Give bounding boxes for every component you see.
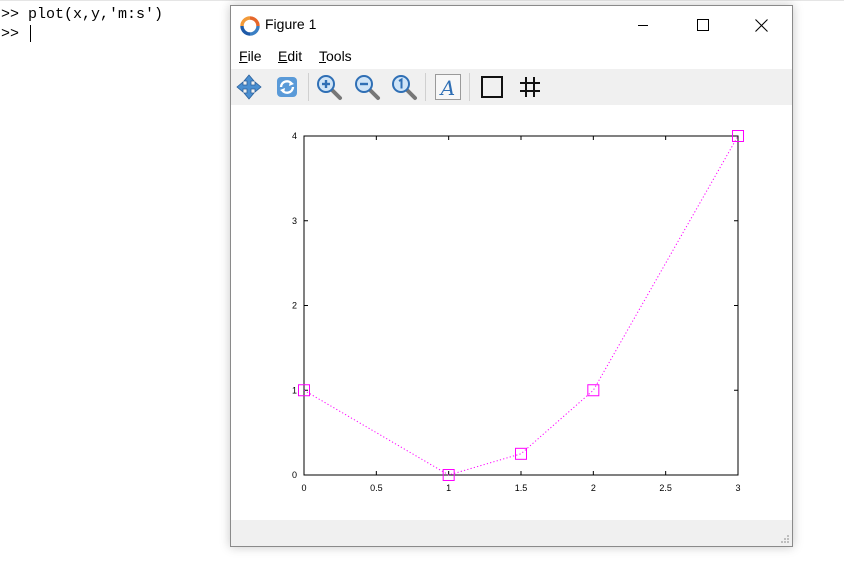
axes-box bbox=[303, 135, 739, 476]
y-tick-label: 4 bbox=[292, 131, 297, 141]
y-tick-label: 2 bbox=[292, 301, 297, 311]
title-bar[interactable]: Figure 1 bbox=[231, 6, 792, 44]
y-tick-label: 1 bbox=[292, 385, 297, 395]
plot-area[interactable]: 0 0.5 1 1.5 2 2.5 3 0 1 2 3 4 bbox=[231, 105, 792, 520]
y-tick-label: 3 bbox=[292, 216, 297, 226]
close-icon bbox=[754, 18, 768, 32]
zoom-in-button[interactable] bbox=[313, 71, 345, 103]
toolbar: A bbox=[231, 69, 792, 105]
pan-button[interactable] bbox=[233, 71, 265, 103]
maximize-button[interactable] bbox=[680, 6, 726, 44]
prompt: >> bbox=[1, 25, 29, 43]
menu-tools[interactable]: Tools bbox=[319, 48, 352, 64]
x-tick-label: 2.5 bbox=[659, 483, 672, 493]
command-prompt-line[interactable]: >> bbox=[1, 25, 32, 43]
figure-window[interactable]: Figure 1 File Edit Tools bbox=[230, 5, 793, 547]
resize-grip-icon[interactable] bbox=[780, 534, 790, 544]
axes-box-icon bbox=[481, 76, 503, 98]
rotate-button[interactable] bbox=[271, 71, 303, 103]
minimize-icon bbox=[638, 25, 648, 26]
text-cursor bbox=[30, 25, 32, 42]
top-border bbox=[0, 0, 844, 1]
x-tick-label: 0 bbox=[301, 483, 306, 493]
zoom-out-button[interactable] bbox=[351, 71, 383, 103]
x-tick-label: 1.5 bbox=[515, 483, 528, 493]
zoom-in-icon bbox=[317, 75, 342, 100]
octave-app-icon bbox=[240, 16, 260, 36]
axes-box-button[interactable] bbox=[476, 71, 508, 103]
status-bar bbox=[231, 520, 792, 546]
menu-bar: File Edit Tools bbox=[231, 46, 792, 68]
command-history-line: >> plot(x,y,'m:s') bbox=[1, 6, 164, 23]
minimize-button[interactable] bbox=[620, 6, 666, 44]
data-point-marker bbox=[587, 384, 600, 397]
menu-file[interactable]: File bbox=[239, 48, 262, 64]
zoom-out-icon bbox=[355, 75, 380, 100]
grid-icon bbox=[520, 77, 540, 97]
zoom-reset-icon bbox=[392, 75, 417, 100]
rotate-icon bbox=[277, 77, 297, 97]
maximize-icon bbox=[697, 19, 709, 31]
x-tick-label: 1 bbox=[446, 483, 451, 493]
figure-canvas[interactable]: 0 0.5 1 1.5 2 2.5 3 0 1 2 3 4 bbox=[231, 105, 792, 520]
menu-edit[interactable]: Edit bbox=[278, 48, 303, 64]
x-tick-label: 0.5 bbox=[370, 483, 383, 493]
toolbar-separator bbox=[425, 73, 426, 101]
data-point-marker bbox=[442, 469, 455, 481]
data-point-marker bbox=[298, 384, 310, 397]
toolbar-separator bbox=[308, 73, 309, 101]
x-tick-label: 3 bbox=[735, 483, 740, 493]
grid-button[interactable] bbox=[514, 71, 546, 103]
toolbar-separator bbox=[469, 73, 470, 101]
y-tick-label: 0 bbox=[292, 470, 297, 480]
text-icon: A bbox=[435, 74, 461, 100]
pan-icon bbox=[236, 74, 262, 100]
zoom-reset-button[interactable] bbox=[388, 71, 420, 103]
data-point-marker bbox=[732, 130, 744, 142]
close-button[interactable] bbox=[738, 6, 784, 44]
x-tick-label: 2 bbox=[591, 483, 596, 493]
data-point-marker bbox=[515, 447, 527, 460]
svg-text:A: A bbox=[439, 76, 455, 100]
text-button[interactable]: A bbox=[432, 71, 464, 103]
window-title: Figure 1 bbox=[265, 16, 317, 32]
